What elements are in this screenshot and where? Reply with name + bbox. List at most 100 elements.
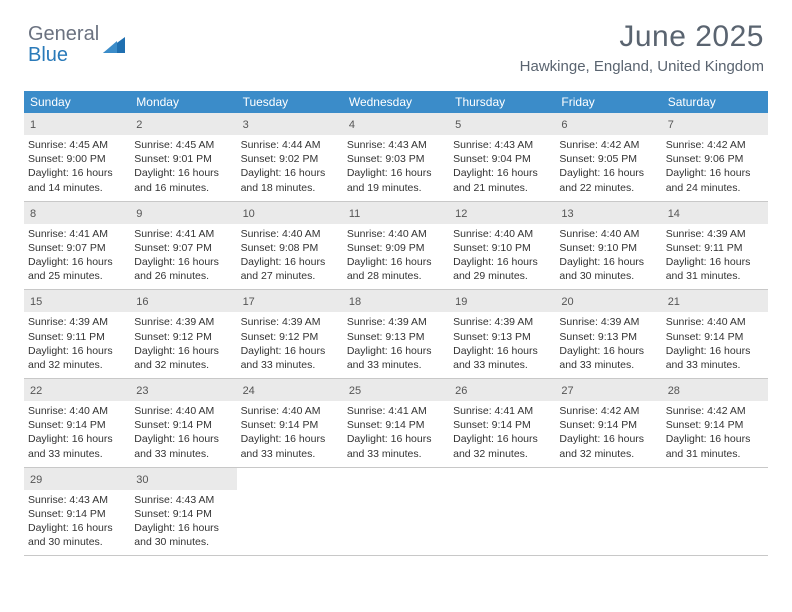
sunrise-text: Sunrise: 4:41 AM bbox=[134, 227, 232, 241]
day-cell: 24Sunrise: 4:40 AMSunset: 9:14 PMDayligh… bbox=[237, 379, 343, 467]
daylight-text: Daylight: 16 hours bbox=[453, 166, 551, 180]
day-number-row: 2 bbox=[130, 113, 236, 135]
calendar: SundayMondayTuesdayWednesdayThursdayFrid… bbox=[24, 91, 768, 556]
weeks-container: 1Sunrise: 4:45 AMSunset: 9:00 PMDaylight… bbox=[24, 113, 768, 556]
day-number: 3 bbox=[243, 119, 249, 131]
sunrise-text: Sunrise: 4:39 AM bbox=[559, 315, 657, 329]
day-cell: 3Sunrise: 4:44 AMSunset: 9:02 PMDaylight… bbox=[237, 113, 343, 201]
daylight-text: and 21 minutes. bbox=[453, 181, 551, 195]
day-number-row: 9 bbox=[130, 202, 236, 224]
daylight-text: and 19 minutes. bbox=[347, 181, 445, 195]
sunrise-text: Sunrise: 4:42 AM bbox=[559, 138, 657, 152]
daylight-text: Daylight: 16 hours bbox=[241, 166, 339, 180]
location-text: Hawkinge, England, United Kingdom bbox=[520, 58, 764, 75]
weekday-tuesday: Tuesday bbox=[237, 91, 343, 113]
daylight-text: and 30 minutes. bbox=[134, 535, 232, 549]
day-number: 24 bbox=[243, 385, 255, 397]
daylight-text: Daylight: 16 hours bbox=[28, 521, 126, 535]
day-number: 29 bbox=[30, 474, 42, 486]
day-cell: 20Sunrise: 4:39 AMSunset: 9:13 PMDayligh… bbox=[555, 290, 661, 378]
sunset-text: Sunset: 9:07 PM bbox=[134, 241, 232, 255]
daylight-text: Daylight: 16 hours bbox=[666, 432, 764, 446]
daylight-text: and 31 minutes. bbox=[666, 269, 764, 283]
sunrise-text: Sunrise: 4:39 AM bbox=[347, 315, 445, 329]
day-cell: 19Sunrise: 4:39 AMSunset: 9:13 PMDayligh… bbox=[449, 290, 555, 378]
day-number-row: 4 bbox=[343, 113, 449, 135]
sunset-text: Sunset: 9:14 PM bbox=[559, 418, 657, 432]
sunrise-text: Sunrise: 4:40 AM bbox=[559, 227, 657, 241]
day-number-row: 23 bbox=[130, 379, 236, 401]
day-number: 2 bbox=[136, 119, 142, 131]
day-cell: 6Sunrise: 4:42 AMSunset: 9:05 PMDaylight… bbox=[555, 113, 661, 201]
daylight-text: and 22 minutes. bbox=[559, 181, 657, 195]
daylight-text: Daylight: 16 hours bbox=[241, 255, 339, 269]
daylight-text: and 18 minutes. bbox=[241, 181, 339, 195]
sunrise-text: Sunrise: 4:39 AM bbox=[241, 315, 339, 329]
day-number: 4 bbox=[349, 119, 355, 131]
day-number: 12 bbox=[455, 208, 467, 220]
daylight-text: and 33 minutes. bbox=[347, 447, 445, 461]
day-number: 20 bbox=[561, 296, 573, 308]
week-row: 15Sunrise: 4:39 AMSunset: 9:11 PMDayligh… bbox=[24, 290, 768, 379]
day-number-row: 29 bbox=[24, 468, 130, 490]
week-row: 1Sunrise: 4:45 AMSunset: 9:00 PMDaylight… bbox=[24, 113, 768, 202]
daylight-text: and 33 minutes. bbox=[559, 358, 657, 372]
sunrise-text: Sunrise: 4:43 AM bbox=[28, 493, 126, 507]
day-cell: 27Sunrise: 4:42 AMSunset: 9:14 PMDayligh… bbox=[555, 379, 661, 467]
day-cell: 13Sunrise: 4:40 AMSunset: 9:10 PMDayligh… bbox=[555, 202, 661, 290]
daylight-text: and 32 minutes. bbox=[134, 358, 232, 372]
weekday-wednesday: Wednesday bbox=[343, 91, 449, 113]
day-number: 28 bbox=[668, 385, 680, 397]
daylight-text: Daylight: 16 hours bbox=[28, 166, 126, 180]
day-number: 6 bbox=[561, 119, 567, 131]
day-cell: 11Sunrise: 4:40 AMSunset: 9:09 PMDayligh… bbox=[343, 202, 449, 290]
sunset-text: Sunset: 9:11 PM bbox=[28, 330, 126, 344]
day-cell: 29Sunrise: 4:43 AMSunset: 9:14 PMDayligh… bbox=[24, 468, 130, 556]
daylight-text: Daylight: 16 hours bbox=[134, 166, 232, 180]
daylight-text: Daylight: 16 hours bbox=[134, 432, 232, 446]
sunset-text: Sunset: 9:04 PM bbox=[453, 152, 551, 166]
day-number-row: 5 bbox=[449, 113, 555, 135]
daylight-text: Daylight: 16 hours bbox=[666, 166, 764, 180]
sunrise-text: Sunrise: 4:39 AM bbox=[453, 315, 551, 329]
sunset-text: Sunset: 9:13 PM bbox=[347, 330, 445, 344]
day-cell: 9Sunrise: 4:41 AMSunset: 9:07 PMDaylight… bbox=[130, 202, 236, 290]
day-number-row: 1 bbox=[24, 113, 130, 135]
daylight-text: and 32 minutes. bbox=[559, 447, 657, 461]
day-number: 17 bbox=[243, 296, 255, 308]
sunset-text: Sunset: 9:13 PM bbox=[453, 330, 551, 344]
daylight-text: and 33 minutes. bbox=[241, 358, 339, 372]
daylight-text: and 33 minutes. bbox=[347, 358, 445, 372]
sunset-text: Sunset: 9:11 PM bbox=[666, 241, 764, 255]
day-cell: 17Sunrise: 4:39 AMSunset: 9:12 PMDayligh… bbox=[237, 290, 343, 378]
daylight-text: and 33 minutes. bbox=[241, 447, 339, 461]
daylight-text: Daylight: 16 hours bbox=[559, 432, 657, 446]
sunrise-text: Sunrise: 4:42 AM bbox=[666, 138, 764, 152]
day-number: 11 bbox=[349, 208, 360, 220]
day-number: 21 bbox=[668, 296, 680, 308]
sunset-text: Sunset: 9:14 PM bbox=[28, 418, 126, 432]
day-number-row: 20 bbox=[555, 290, 661, 312]
day-number: 19 bbox=[455, 296, 467, 308]
daylight-text: Daylight: 16 hours bbox=[453, 255, 551, 269]
sunset-text: Sunset: 9:13 PM bbox=[559, 330, 657, 344]
day-cell: 15Sunrise: 4:39 AMSunset: 9:11 PMDayligh… bbox=[24, 290, 130, 378]
weekday-saturday: Saturday bbox=[662, 91, 768, 113]
daylight-text: and 25 minutes. bbox=[28, 269, 126, 283]
day-number-row: 7 bbox=[662, 113, 768, 135]
day-number: 1 bbox=[30, 119, 36, 131]
sunrise-text: Sunrise: 4:39 AM bbox=[666, 227, 764, 241]
daylight-text: Daylight: 16 hours bbox=[134, 521, 232, 535]
sunrise-text: Sunrise: 4:43 AM bbox=[453, 138, 551, 152]
day-number-row: 11 bbox=[343, 202, 449, 224]
daylight-text: and 28 minutes. bbox=[347, 269, 445, 283]
sunrise-text: Sunrise: 4:41 AM bbox=[453, 404, 551, 418]
sunset-text: Sunset: 9:07 PM bbox=[28, 241, 126, 255]
day-number-row: 27 bbox=[555, 379, 661, 401]
daylight-text: and 29 minutes. bbox=[453, 269, 551, 283]
day-number-row: 30 bbox=[130, 468, 236, 490]
day-number-row: 15 bbox=[24, 290, 130, 312]
daylight-text: and 33 minutes. bbox=[666, 358, 764, 372]
daylight-text: and 26 minutes. bbox=[134, 269, 232, 283]
header: General Blue June 2025 Hawkinge, England… bbox=[0, 0, 792, 83]
